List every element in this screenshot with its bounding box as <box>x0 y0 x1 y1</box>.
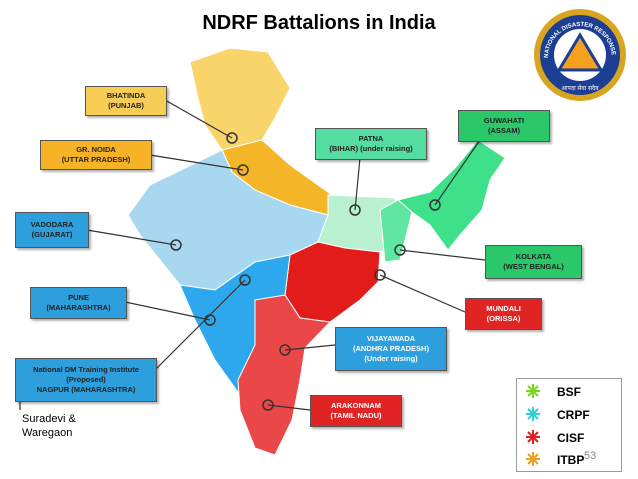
marker <box>394 244 406 256</box>
label: (ANDHRA PRADESH) <box>353 344 429 353</box>
northeast-region <box>396 139 506 251</box>
legend: BSF CRPF CISF ITBP <box>516 378 622 472</box>
logo-motto: आपदा सेवा सदैव <box>561 84 599 92</box>
label: MUNDALI <box>486 304 521 313</box>
battalion-box: KOLKATA (WEST BENGAL) <box>485 245 582 279</box>
connector <box>164 99 233 139</box>
label: VADODARA <box>30 220 74 229</box>
connector <box>434 139 481 206</box>
legend-entry: BSF <box>557 385 581 399</box>
connector <box>284 344 336 351</box>
battalion-box: PUNE (MAHARASHTRA) <box>30 287 127 319</box>
label: ARAKONNAM <box>331 401 381 410</box>
battalion-box: VIJAYAWADA (ANDHRA PRADESH) (Under raising… <box>335 327 447 371</box>
credit-line: Suradevi & <box>22 413 76 425</box>
title: NDRF Battalions in India <box>202 12 436 34</box>
battalion-box: GUWAHATI (ASSAM) <box>458 110 550 142</box>
label: (BIHAR) (under raising) <box>329 144 413 153</box>
label: PUNE <box>68 293 89 302</box>
legend-entry: ITBP <box>557 453 585 467</box>
label: PATNA <box>358 134 384 143</box>
east-region <box>284 241 381 323</box>
label: (Proposed) <box>66 375 106 384</box>
connector <box>379 274 466 313</box>
legend-stars <box>526 384 540 466</box>
battalion-box: National DM Training Institute (Proposed)… <box>15 358 157 402</box>
connector <box>124 301 211 321</box>
connector <box>86 229 177 246</box>
marker <box>226 132 238 144</box>
south-east-region <box>237 294 332 456</box>
legend-entry: CRPF <box>557 408 590 422</box>
connector <box>399 249 486 261</box>
marker <box>429 199 441 211</box>
marker <box>262 399 274 411</box>
page-number: 53 <box>584 450 597 462</box>
battalion-box: BHATINDA (PUNJAB) <box>85 86 167 116</box>
credit: Suradevi & Waregaon <box>22 412 76 440</box>
marker <box>204 314 216 326</box>
label: National DM Training Institute <box>33 365 139 374</box>
battalion-box: VADODARA (GUJARAT) <box>15 212 89 248</box>
marker <box>374 269 386 281</box>
label: BHATINDA <box>106 91 146 100</box>
label: KOLKATA <box>515 252 552 261</box>
label: GUWAHATI <box>483 116 525 125</box>
battalion-box: GR. NOIDA (UTTAR PRADESH) <box>40 140 152 170</box>
battalion-box: PATNA (BIHAR) (under raising) <box>315 128 427 160</box>
label: GR. NOIDA <box>76 145 116 154</box>
label: (UTTAR PRADESH) <box>61 155 131 164</box>
marker <box>239 274 251 286</box>
label: (TAMIL NADU) <box>330 411 382 420</box>
marker <box>237 164 249 176</box>
marker <box>170 239 182 251</box>
label: (PUNJAB) <box>108 101 144 110</box>
credit-line: Waregaon <box>22 427 73 439</box>
battalion-box: ARAKONNAM (TAMIL NADU) <box>310 395 402 427</box>
label: (Under raising) <box>364 354 418 363</box>
label: (WEST BENGAL) <box>503 262 564 271</box>
label: (MAHARASHTRA) <box>46 303 111 312</box>
label: NAGPUR (MAHARASHTRA) <box>36 385 136 394</box>
connector <box>267 404 311 411</box>
bengal-region <box>379 199 413 263</box>
connector <box>154 279 246 371</box>
battalion-box: MUNDALI (ORISSA) <box>465 298 542 330</box>
marker <box>349 204 361 216</box>
legend-entry: CISF <box>557 431 585 445</box>
marker <box>279 344 291 356</box>
connector <box>354 157 361 211</box>
label: (ORISSA) <box>486 314 521 323</box>
label: (ASSAM) <box>487 126 521 135</box>
label: VIJAYAWADA <box>366 334 416 343</box>
north-region <box>189 47 291 151</box>
label: (GUJARAT) <box>31 230 73 239</box>
connector <box>149 154 244 171</box>
